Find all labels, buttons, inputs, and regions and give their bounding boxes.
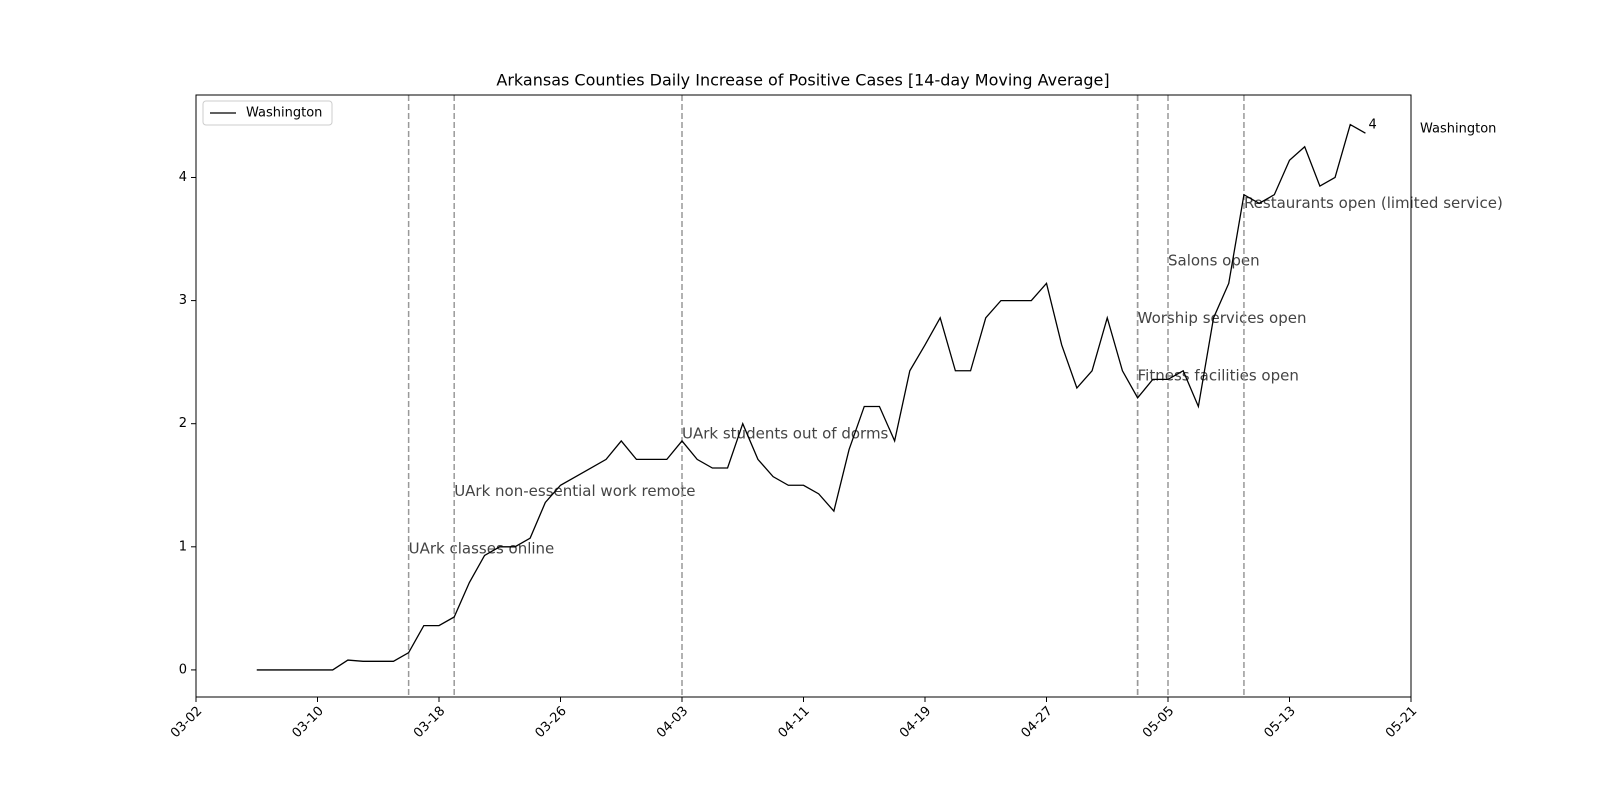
event-label: UArk non-essential work remote (454, 482, 695, 500)
legend-box (202, 100, 333, 126)
y-tick-label: 3 (179, 293, 187, 308)
y-tick-label: 2 (179, 416, 187, 431)
event-label: Restaurants open (limited service) (1244, 194, 1503, 212)
event-label: UArk classes online (409, 540, 555, 558)
series-label: Washington (1420, 122, 1496, 137)
chart-title: Arkansas Counties Daily Increase of Posi… (496, 71, 1109, 90)
y-tick-label: 1 (179, 539, 187, 554)
legend: Washington (202, 100, 333, 126)
y-tick-label: 4 (179, 170, 187, 185)
line (256, 123, 1366, 671)
y-tick-label: 0 (179, 662, 187, 677)
end-label: 4 (1368, 118, 1376, 133)
plot-frame (195, 94, 1412, 698)
event-label: UArk students out of dorms (682, 424, 889, 442)
event-label: Salons open (1168, 252, 1260, 270)
legend-label: Washington (246, 106, 322, 121)
event-label: Fitness facilities open (1138, 367, 1299, 385)
event-label: Worship services open (1138, 309, 1307, 327)
